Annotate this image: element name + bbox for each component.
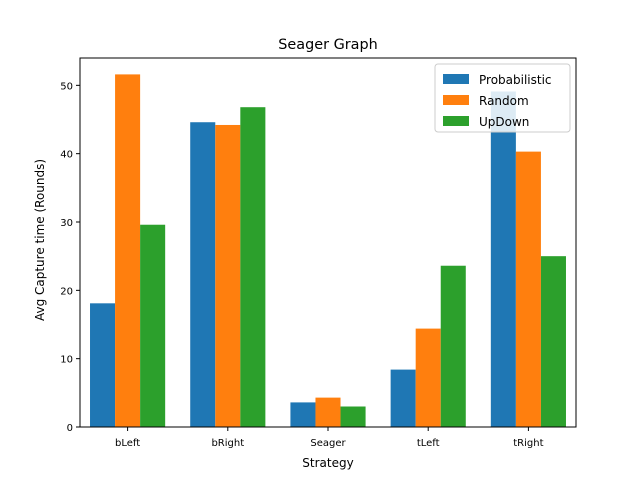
bar-updown-bright: [240, 107, 266, 427]
x-tick-label-bright: bRight: [211, 438, 244, 449]
bar-updown-tleft: [440, 265, 466, 427]
x-tick-label-seager: Seager: [310, 438, 346, 449]
y-tick-label: 50: [60, 81, 73, 92]
y-tick-label: 40: [60, 150, 73, 161]
bar-random-seager: [315, 397, 341, 427]
chart-title: Seager Graph: [278, 37, 377, 53]
bar-random-bright: [215, 124, 241, 427]
legend-label-updown: UpDown: [479, 115, 529, 129]
bar-random-bleft: [115, 74, 141, 428]
legend-swatch-probabilistic: [443, 74, 469, 84]
legend-swatch-random: [443, 95, 469, 105]
bar-probabilistic-bright: [190, 122, 216, 427]
bar-probabilistic-bleft: [90, 303, 116, 427]
bar-updown-seager: [340, 406, 366, 427]
axes-layer: 0 10 20 30 40 50 bLeft bRight Seager tLeft tRight: [60, 57, 577, 449]
y-tick-label: 20: [60, 286, 73, 297]
x-tick-label-tleft: tLeft: [417, 438, 440, 449]
bar-updown-bleft: [140, 224, 166, 427]
y-tick-label: 10: [60, 355, 73, 366]
bar-random-tleft: [415, 328, 441, 427]
bar-probabilistic-tright: [490, 91, 516, 427]
bar-random-tright: [515, 151, 541, 427]
legend-label-probabilistic: Probabilistic: [479, 73, 552, 87]
bars-layer: [90, 74, 566, 428]
x-axis-label: Strategy: [302, 456, 353, 470]
legend-swatch-updown: [443, 116, 469, 126]
legend: Probabilistic Random UpDown: [434, 63, 571, 133]
legend-label-random: Random: [479, 94, 529, 108]
bar-probabilistic-tleft: [390, 369, 416, 427]
x-tick-label-bleft: bLeft: [115, 438, 140, 449]
x-tick-label-tright: tRight: [513, 438, 543, 449]
bar-probabilistic-seager: [290, 402, 316, 427]
y-tick-label: 30: [60, 218, 73, 229]
bar-updown-tright: [540, 256, 566, 427]
y-tick-label: 0: [67, 423, 73, 434]
y-axis-label: Avg Capture time (Rounds): [33, 159, 47, 321]
